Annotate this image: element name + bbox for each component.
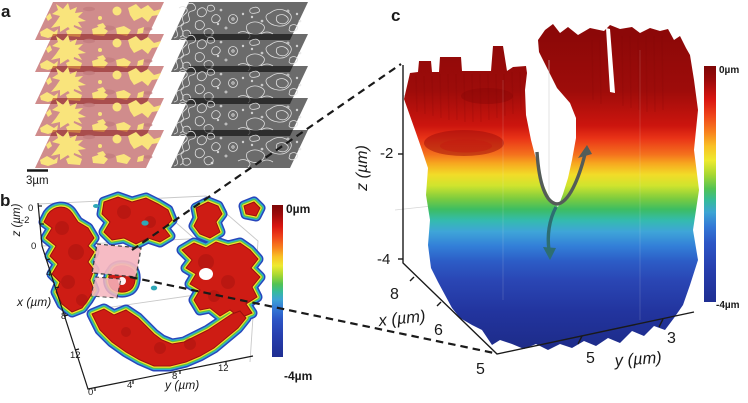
svg-text:y (µm): y (µm) <box>613 349 662 370</box>
svg-text:5: 5 <box>586 350 595 367</box>
svg-text:0: 0 <box>31 241 36 252</box>
svg-text:z (µm): z (µm) <box>11 203 23 237</box>
svg-text:b: b <box>0 191 10 210</box>
svg-text:z (µm): z (µm) <box>354 145 371 192</box>
svg-text:c: c <box>391 6 400 25</box>
svg-text:x (µm): x (µm) <box>377 307 427 330</box>
svg-text:0: 0 <box>28 203 33 214</box>
svg-text:4: 4 <box>127 380 132 391</box>
svg-text:4: 4 <box>46 268 51 279</box>
svg-text:12: 12 <box>70 350 81 361</box>
svg-text:-2: -2 <box>21 215 29 226</box>
svg-text:a: a <box>1 2 11 21</box>
svg-text:0µm: 0µm <box>286 202 310 216</box>
svg-text:6: 6 <box>434 322 443 339</box>
svg-text:-4µm: -4µm <box>284 369 312 383</box>
svg-text:0µm: 0µm <box>719 65 739 76</box>
svg-text:3µm: 3µm <box>26 175 49 187</box>
svg-text:-4: -4 <box>377 251 390 268</box>
svg-text:8: 8 <box>61 311 66 322</box>
svg-text:3: 3 <box>667 330 676 347</box>
svg-text:0: 0 <box>88 387 93 398</box>
svg-text:-4µm: -4µm <box>716 300 740 311</box>
svg-text:8: 8 <box>390 286 399 303</box>
svg-text:-2: -2 <box>380 145 393 162</box>
svg-text:y (µm): y (µm) <box>164 378 199 392</box>
svg-text:12: 12 <box>218 363 229 374</box>
svg-text:5: 5 <box>476 361 485 378</box>
svg-text:8: 8 <box>172 371 177 382</box>
svg-text:x (µm): x (µm) <box>16 295 51 309</box>
